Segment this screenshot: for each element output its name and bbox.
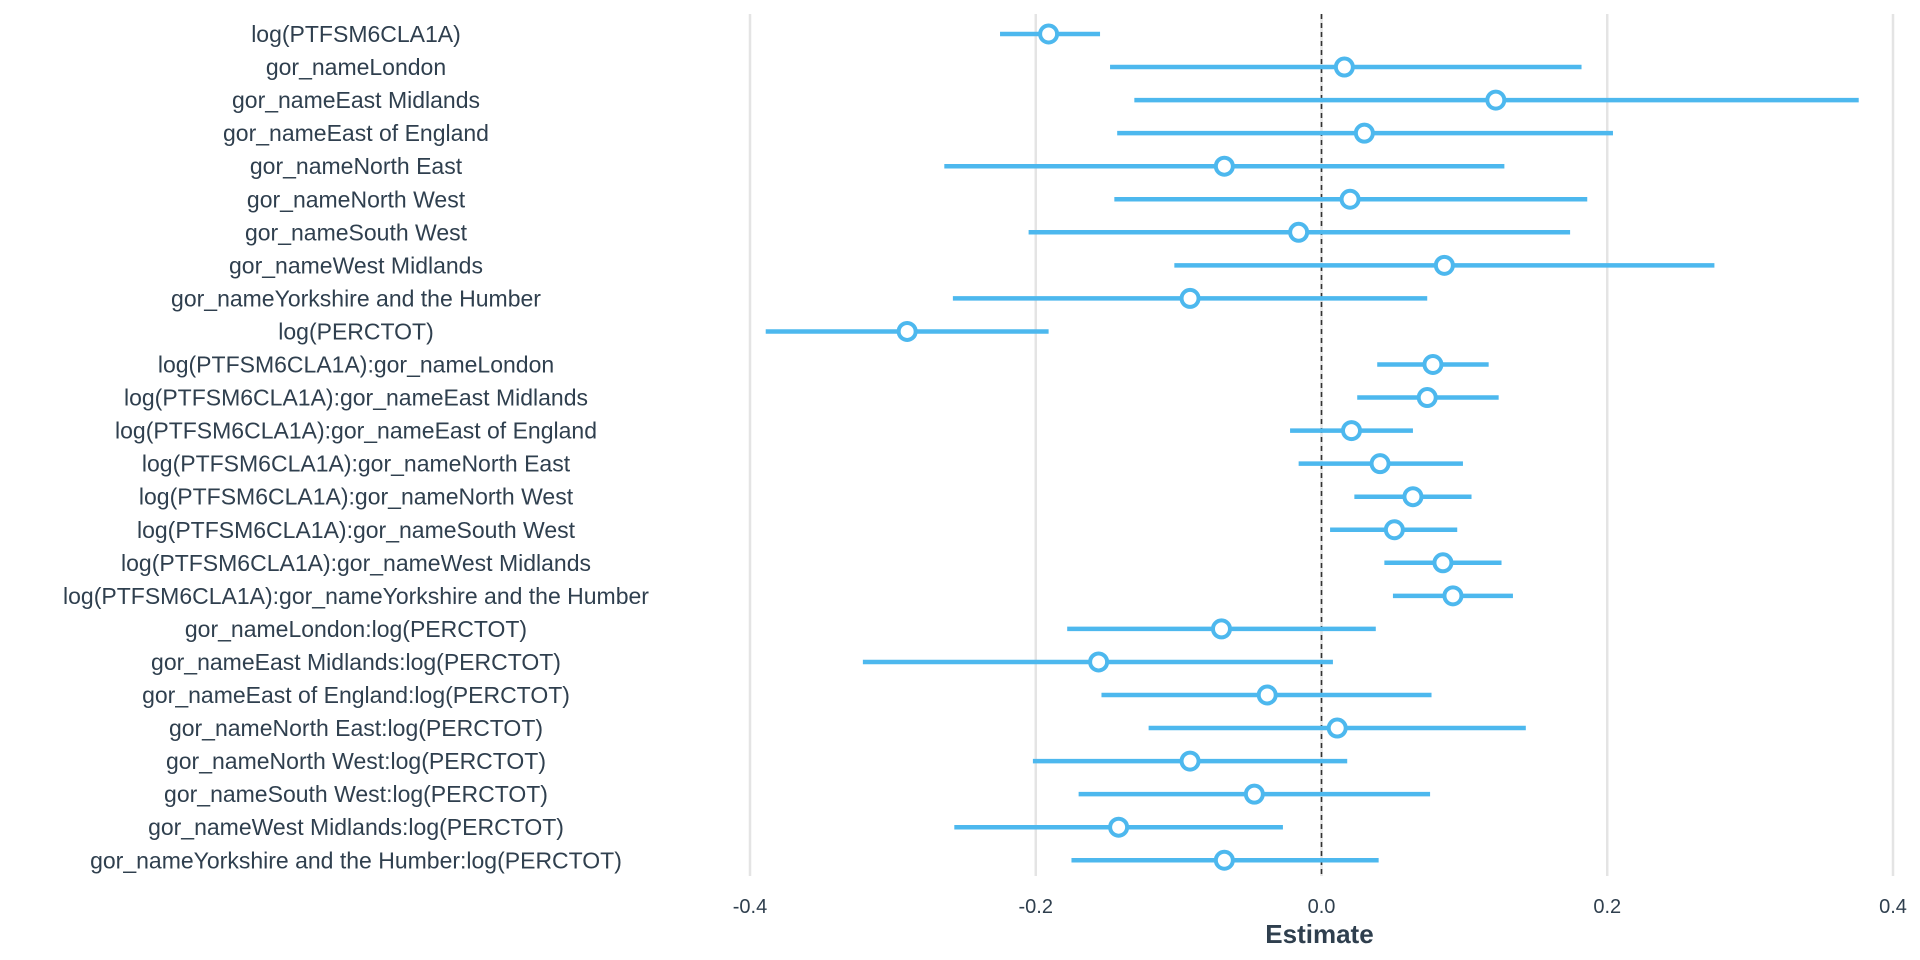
estimate-point	[1422, 354, 1444, 375]
estimate-point	[1433, 254, 1455, 276]
term-label: gor_nameNorth West	[247, 186, 466, 212]
term-label: gor_nameWest Midlands:log(PERCTOT)	[148, 814, 564, 840]
term-label: gor_nameEast Midlands:log(PERCTOT)	[151, 649, 561, 675]
term-label: log(PERCTOT)	[278, 318, 434, 344]
term-label: log(PTFSM6CLA1A):gor_nameSouth West	[137, 517, 576, 543]
term-label: gor_nameNorth East:log(PERCTOT)	[169, 715, 543, 741]
estimate-point	[1353, 122, 1375, 144]
estimate-point	[1326, 717, 1348, 739]
estimate-point	[1210, 618, 1232, 640]
estimate-point	[1333, 56, 1355, 78]
term-label: log(PTFSM6CLA1A):gor_nameYorkshire and t…	[63, 583, 649, 609]
term-label: log(PTFSM6CLA1A):gor_nameWest Midlands	[121, 550, 591, 576]
x-tick-label: 0.0	[1308, 896, 1336, 918]
term-label: log(PTFSM6CLA1A):gor_nameNorth East	[142, 451, 571, 477]
estimate-point	[1179, 750, 1201, 772]
estimate-point	[1256, 684, 1278, 706]
grid-lines	[748, 14, 1895, 876]
term-label: gor_nameLondon	[266, 54, 446, 80]
estimate-point	[1383, 519, 1405, 541]
term-label: gor_nameEast of England	[223, 120, 489, 146]
estimate-point	[1442, 585, 1464, 607]
term-label: log(PTFSM6CLA1A):gor_nameEast of England	[115, 418, 597, 444]
term-label: gor_nameEast of England:log(PERCTOT)	[142, 682, 570, 708]
x-tick-label: -0.2	[1019, 896, 1053, 918]
estimate-point	[1213, 849, 1235, 871]
estimate-point	[1369, 453, 1391, 475]
estimate-point	[1213, 155, 1235, 177]
term-label: gor_nameSouth West	[245, 219, 468, 245]
estimate-points-layer	[896, 23, 1507, 871]
x-axis-title: Estimate	[1265, 919, 1373, 949]
estimate-point	[1038, 23, 1060, 45]
estimate-point	[1288, 221, 1310, 243]
estimate-point	[1485, 89, 1507, 111]
term-label: gor_nameNorth West:log(PERCTOT)	[166, 748, 546, 774]
estimate-point	[1339, 188, 1361, 210]
term-label: gor_nameNorth East	[250, 153, 463, 179]
term-label: gor_nameEast Midlands	[232, 87, 480, 113]
x-tick-label: -0.4	[733, 896, 767, 918]
term-label: log(PTFSM6CLA1A):gor_nameNorth West	[139, 484, 574, 510]
estimate-point	[896, 320, 918, 342]
estimate-point	[1432, 552, 1454, 574]
estimate-point	[1341, 420, 1363, 442]
estimate-point	[1243, 783, 1265, 805]
x-tick-label: 0.4	[1879, 896, 1907, 918]
x-axis-ticks: -0.4 -0.2 0.0 0.2 0.4	[733, 896, 1907, 918]
term-label: gor_nameYorkshire and the Humber	[171, 285, 541, 311]
term-label: gor_nameYorkshire and the Humber:log(PER…	[90, 847, 622, 873]
estimate-point	[1088, 651, 1110, 673]
term-label: log(PTFSM6CLA1A):gor_nameEast Midlands	[124, 385, 588, 411]
interval-layer	[765, 31, 1859, 863]
estimate-point	[1402, 486, 1424, 508]
estimate-point	[1179, 287, 1201, 309]
term-label: log(PTFSM6CLA1A):gor_nameLondon	[158, 352, 554, 378]
term-label: gor_nameWest Midlands	[229, 252, 483, 278]
estimate-point	[1416, 387, 1438, 409]
term-label: log(PTFSM6CLA1A)	[251, 21, 461, 47]
term-label: gor_nameSouth West:log(PERCTOT)	[164, 781, 548, 807]
term-labels: log(PTFSM6CLA1A) gor_nameLondon gor_nameEa…	[63, 21, 649, 873]
x-tick-label: 0.2	[1593, 896, 1621, 918]
term-label: gor_nameLondon:log(PERCTOT)	[185, 616, 527, 642]
estimate-point	[1108, 816, 1130, 838]
